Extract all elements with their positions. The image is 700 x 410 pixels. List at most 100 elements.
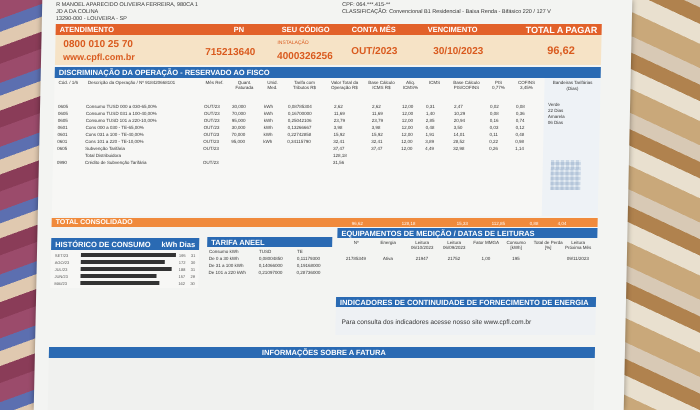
- history-value: 172: [178, 260, 186, 265]
- invoice-paper: R MANOEL APARECIDO OLIVEIRA FERREIRA, 98…: [33, 0, 633, 410]
- cell-bpc: 28,52: [453, 139, 465, 144]
- customer-info: CPF: 064.***.415-** CLASSIFICAÇÃO: Conve…: [342, 2, 551, 16]
- eq-cell: 09/11/2023: [566, 256, 590, 261]
- cell-pis: 0,26: [489, 146, 499, 151]
- indicadores-header: INDICADORES DE CONTINUIDADE DE FORNECIME…: [335, 297, 597, 307]
- conta-mes-label: CONTA MÊS: [351, 25, 396, 34]
- history-month: JUL/23: [54, 267, 68, 272]
- cell-desc: Consumo TUSD 031 a 100-40,00%: [85, 111, 157, 116]
- cell-un: kWh: [263, 139, 273, 144]
- eq-cell: 21785349: [345, 256, 366, 261]
- cell-cof: 0,98: [515, 139, 525, 144]
- cell-tar: 0,25042106: [287, 118, 312, 123]
- vencimento-value: 30/10/2023: [433, 46, 484, 57]
- eq-header: Leitura 06/10/2023: [410, 240, 434, 250]
- cell-cod: 0605: [58, 104, 69, 109]
- table-row: 0601 Cons 101 a 220 - TE-10,00% OUT/23 95,0…: [53, 139, 543, 145]
- cell-vt: 11,69: [333, 111, 345, 116]
- col-descricao: Descrição da Operação / Nº 918420668101: [87, 80, 176, 85]
- cpf-text: CPF: 064.***.415-**: [342, 2, 391, 8]
- cell-bc: 3,98: [371, 125, 381, 130]
- history-month: SET/23: [54, 253, 69, 258]
- eq-header: Energia: [380, 240, 397, 245]
- cell-bc: 32,41: [371, 139, 383, 144]
- cell-cod: 0605: [57, 146, 68, 151]
- eq-cell: 21752: [447, 256, 461, 261]
- cell-un: kWh: [263, 111, 273, 116]
- tarifa-col-tusd: TUSD: [258, 249, 272, 254]
- history-days: 30: [190, 281, 195, 286]
- cell-cod: 0605: [57, 111, 68, 116]
- cell-tar: 0,22742858: [287, 132, 312, 137]
- tarifa-col-te: TE: [296, 249, 303, 254]
- cell-cod: 0601: [57, 132, 68, 137]
- cell-desc: Consumo TUSD 000 a 030-65,00%: [86, 104, 157, 109]
- historico-header: HISTÓRICO DE CONSUMO kWh Dias: [51, 238, 200, 250]
- customer-address: R MANOEL APARECIDO OLIVEIRA FERREIRA, 98…: [56, 2, 198, 23]
- cell-cod: 0605: [57, 118, 68, 123]
- cell-pis: 0,03: [489, 125, 499, 130]
- cell-un: kWh: [263, 118, 273, 123]
- info-header: INFORMAÇÕES SOBRE A FATURA: [48, 347, 596, 358]
- cell-bc: 15,92: [371, 132, 383, 137]
- cell-vt: 32,41: [333, 139, 345, 144]
- tarifa-te: 0,19168000: [296, 263, 321, 268]
- col-icms: ICMS: [428, 80, 441, 85]
- total-v5: 0,88: [529, 221, 539, 226]
- cell-tar: 0,16700000: [287, 111, 312, 116]
- cell-qt: 95,000: [231, 118, 246, 123]
- cell-vt: 31,56: [332, 160, 345, 165]
- cell-mes: OUT/23: [202, 160, 219, 165]
- summary-values: 0800 010 25 70 www.cpfl.com.br 715213640…: [54, 35, 602, 65]
- cell-desc: Cons 000 a 030 - TE-65,00%: [85, 125, 144, 130]
- info-body: [47, 358, 595, 410]
- cell-bpc: 3,50: [453, 125, 463, 130]
- total-consolidado-bar: TOTAL CONSOLIDADO 96,62 128,18 15,33 112…: [51, 218, 598, 227]
- history-month: AGO/23: [54, 260, 70, 265]
- tarifa-table: Consumo kWh TUSD TE De 0 a 30 kWh 0,08004…: [206, 247, 332, 289]
- tarifa-faixa: De 101 a 220 kWh: [208, 270, 246, 275]
- eq-header: Consumo [kWh]: [506, 240, 526, 250]
- cell-desc: Subvenção Tarifária: [85, 146, 125, 151]
- website-link[interactable]: www.cpfl.com.br: [62, 52, 135, 62]
- table-row: 0601 Cons 031 a 100 - TE-40,00% OUT/23 70,0…: [53, 132, 543, 138]
- col-unid: Unid. Med.: [267, 80, 278, 90]
- cell-aliq: 12,00: [401, 125, 413, 130]
- table-row: 0601 Cons 000 a 030 - TE-65,00% OUT/23 30,0…: [54, 125, 544, 131]
- cell-qt: 30,000: [231, 125, 246, 130]
- eq-header: Total de Perda [%]: [533, 240, 563, 250]
- col-tarifa: Tarifa com Tributos R$: [292, 80, 317, 90]
- cell-mes: OUT/23: [204, 104, 220, 109]
- total-v4: 112,85: [491, 221, 506, 226]
- cell-icms: 2,85: [425, 118, 435, 123]
- history-days: 31: [190, 253, 196, 258]
- cell-mes: OUT/23: [203, 125, 220, 130]
- eq-cell: 21947: [415, 256, 429, 261]
- instalacao-label: INSTALAÇÃO: [277, 40, 309, 46]
- tarifa-tusd: 0,21097000: [258, 270, 283, 275]
- history-bar: [80, 267, 172, 271]
- col-aliq: Alíq. ICMS%: [402, 80, 419, 90]
- conta-mes-value: OUT/2023: [351, 46, 398, 57]
- bandeiras-panel: Bandeiras Tarifárias (Dias) Verde 22 Dia…: [541, 78, 601, 216]
- cell-icms: 3,89: [425, 139, 435, 144]
- table-row: 0605 Subvenção Tarifária OUT/23 37,47 37,47 1…: [53, 146, 543, 152]
- cell-cod: 0990: [56, 160, 67, 165]
- cell-pis: 0,02: [490, 104, 499, 109]
- indicadores-text: Para consulta dos indicadores acesse nos…: [341, 319, 532, 326]
- table-row: 0605 Consumo TUSD 000 a 030-65,00% OUT/23 3…: [54, 104, 544, 110]
- cell-vt: 23,79: [333, 118, 346, 123]
- eq-header: Leitura Próxima Mês: [564, 240, 592, 250]
- cell-tar: 0,34115790: [287, 139, 311, 144]
- vencimento-label: VENCIMENTO: [427, 25, 478, 34]
- col-mes: Mês Ref.: [205, 80, 224, 85]
- qr-code: [550, 160, 581, 190]
- cell-pis: 0,08: [489, 111, 499, 116]
- col-pis: PIS 0,77%: [492, 80, 505, 90]
- history-value: 162: [178, 281, 186, 286]
- cell-bc: 2,62: [372, 104, 381, 109]
- cell-icms: 0,48: [425, 125, 435, 130]
- cell-pis: 0,22: [489, 139, 499, 144]
- cell-icms: 0,31: [426, 104, 435, 109]
- cell-cod: 0601: [57, 139, 68, 144]
